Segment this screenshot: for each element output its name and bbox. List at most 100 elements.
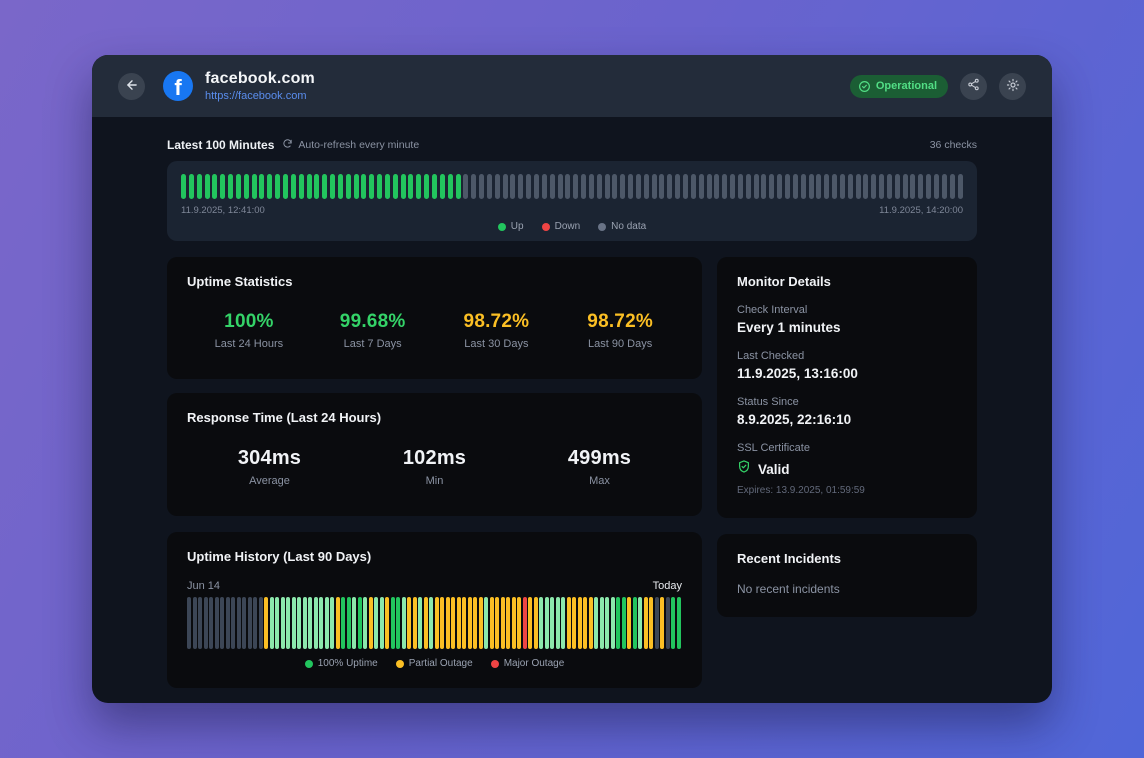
minute-bar[interactable] xyxy=(259,174,265,199)
day-bar[interactable] xyxy=(214,597,219,649)
minute-bar[interactable] xyxy=(479,174,485,199)
daily-status-bars[interactable] xyxy=(187,597,682,649)
day-bar[interactable] xyxy=(445,597,450,649)
theme-toggle-button[interactable] xyxy=(999,72,1026,100)
minute-bar[interactable] xyxy=(275,174,281,199)
day-bar[interactable] xyxy=(192,597,197,649)
day-bar[interactable] xyxy=(275,597,280,649)
minute-bar[interactable] xyxy=(941,174,947,199)
day-bar[interactable] xyxy=(253,597,258,649)
minute-bar[interactable] xyxy=(581,174,587,199)
minute-bar[interactable] xyxy=(408,174,414,199)
day-bar[interactable] xyxy=(577,597,582,649)
day-bar[interactable] xyxy=(236,597,241,649)
day-bar[interactable] xyxy=(462,597,467,649)
minute-bar[interactable] xyxy=(918,174,924,199)
day-bar[interactable] xyxy=(555,597,560,649)
day-bar[interactable] xyxy=(506,597,511,649)
day-bar[interactable] xyxy=(517,597,522,649)
minute-bar[interactable] xyxy=(690,174,696,199)
day-bar[interactable] xyxy=(302,597,307,649)
day-bar[interactable] xyxy=(203,597,208,649)
minute-bar[interactable] xyxy=(737,174,743,199)
day-bar[interactable] xyxy=(385,597,390,649)
minute-bar[interactable] xyxy=(518,174,524,199)
minute-bar[interactable] xyxy=(871,174,877,199)
back-button[interactable] xyxy=(118,72,145,100)
minute-bar[interactable] xyxy=(855,174,861,199)
day-bar[interactable] xyxy=(434,597,439,649)
minute-bar[interactable] xyxy=(486,174,492,199)
minute-bar[interactable] xyxy=(894,174,900,199)
day-bar[interactable] xyxy=(258,597,263,649)
day-bar[interactable] xyxy=(484,597,489,649)
minute-bar[interactable] xyxy=(455,174,461,199)
minute-bar[interactable] xyxy=(588,174,594,199)
minute-bar[interactable] xyxy=(471,174,477,199)
minute-bar[interactable] xyxy=(337,174,343,199)
day-bar[interactable] xyxy=(649,597,654,649)
day-bar[interactable] xyxy=(198,597,203,649)
minute-bar[interactable] xyxy=(322,174,328,199)
day-bar[interactable] xyxy=(220,597,225,649)
minute-bar[interactable] xyxy=(910,174,916,199)
minute-bar[interactable] xyxy=(628,174,634,199)
day-bar[interactable] xyxy=(341,597,346,649)
minute-bar[interactable] xyxy=(377,174,383,199)
day-bar[interactable] xyxy=(401,597,406,649)
minute-bar[interactable] xyxy=(212,174,218,199)
day-bar[interactable] xyxy=(451,597,456,649)
minute-bar[interactable] xyxy=(502,174,508,199)
day-bar[interactable] xyxy=(363,597,368,649)
minute-bar[interactable] xyxy=(769,174,775,199)
day-bar[interactable] xyxy=(308,597,313,649)
day-bar[interactable] xyxy=(594,597,599,649)
day-bar[interactable] xyxy=(676,597,681,649)
minute-bar[interactable] xyxy=(800,174,806,199)
minute-bar[interactable] xyxy=(714,174,720,199)
minute-bar[interactable] xyxy=(447,174,453,199)
minute-bar[interactable] xyxy=(651,174,657,199)
minute-bar[interactable] xyxy=(290,174,296,199)
minute-bar[interactable] xyxy=(879,174,885,199)
minute-bar[interactable] xyxy=(510,174,516,199)
day-bar[interactable] xyxy=(280,597,285,649)
minute-bar[interactable] xyxy=(675,174,681,199)
day-bar[interactable] xyxy=(550,597,555,649)
minute-bar[interactable] xyxy=(298,174,304,199)
day-bar[interactable] xyxy=(407,597,412,649)
minute-bar[interactable] xyxy=(384,174,390,199)
share-button[interactable] xyxy=(960,72,987,100)
day-bar[interactable] xyxy=(330,597,335,649)
day-bar[interactable] xyxy=(632,597,637,649)
day-bar[interactable] xyxy=(247,597,252,649)
day-bar[interactable] xyxy=(187,597,192,649)
minute-bar[interactable] xyxy=(612,174,618,199)
minute-bar[interactable] xyxy=(392,174,398,199)
minute-bar[interactable] xyxy=(533,174,539,199)
minute-bar[interactable] xyxy=(196,174,202,199)
day-bar[interactable] xyxy=(335,597,340,649)
day-bar[interactable] xyxy=(671,597,676,649)
day-bar[interactable] xyxy=(467,597,472,649)
day-bar[interactable] xyxy=(346,597,351,649)
minute-bar[interactable] xyxy=(306,174,312,199)
day-bar[interactable] xyxy=(599,597,604,649)
minute-bar[interactable] xyxy=(643,174,649,199)
day-bar[interactable] xyxy=(522,597,527,649)
minute-bar[interactable] xyxy=(573,174,579,199)
day-bar[interactable] xyxy=(352,597,357,649)
minute-bar[interactable] xyxy=(722,174,728,199)
minute-bar[interactable] xyxy=(557,174,563,199)
day-bar[interactable] xyxy=(324,597,329,649)
minute-bar[interactable] xyxy=(439,174,445,199)
day-bar[interactable] xyxy=(616,597,621,649)
minute-status-bars[interactable] xyxy=(181,174,963,199)
minute-bar[interactable] xyxy=(432,174,437,199)
minute-bar[interactable] xyxy=(463,174,469,199)
minute-bar[interactable] xyxy=(188,174,194,199)
minute-bar[interactable] xyxy=(345,174,351,199)
minute-bar[interactable] xyxy=(683,174,688,199)
day-bar[interactable] xyxy=(627,597,632,649)
day-bar[interactable] xyxy=(621,597,626,649)
